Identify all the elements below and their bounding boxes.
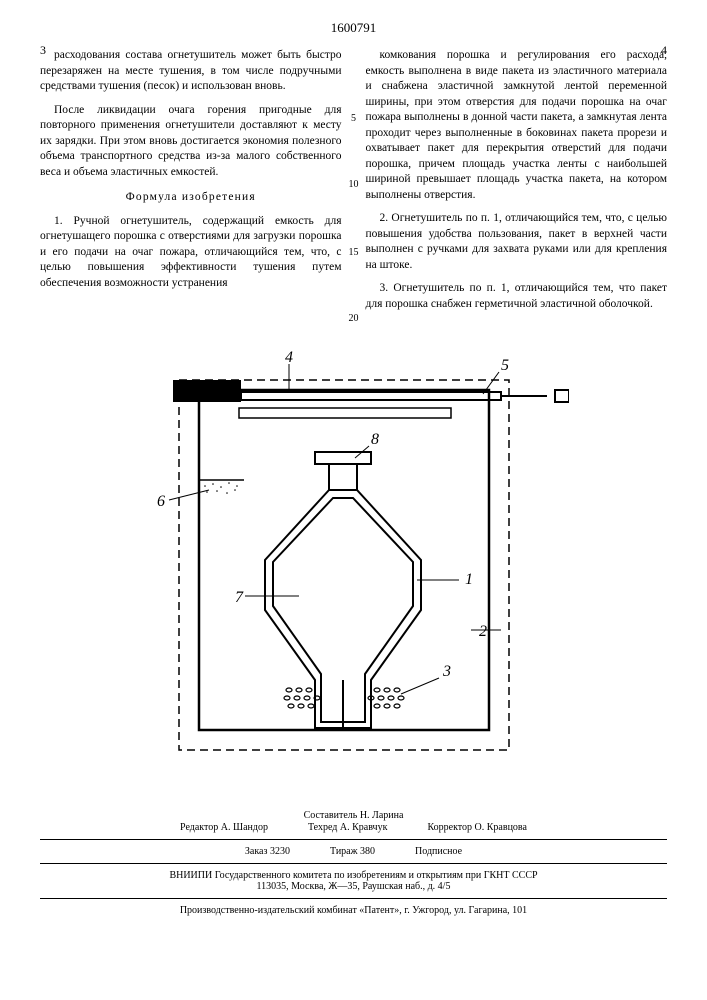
document-number: 1600791 (40, 20, 667, 36)
compiler: Составитель Н. Ларина (40, 810, 667, 821)
line-number: 5 (351, 114, 356, 124)
label-6: 6 (157, 493, 165, 510)
paragraph: После ликвидации очага горения пригодные… (40, 103, 342, 181)
page-number-left: 3 (40, 42, 46, 58)
label-2: 2 (479, 623, 487, 640)
left-column: расходования состава огнетушитель может … (40, 48, 342, 320)
patent-figure: 4 5 6 7 1 2 3 8 (139, 350, 569, 780)
text-columns: 3 4 5 10 15 20 расходования состава огне… (40, 48, 667, 320)
label-5: 5 (501, 357, 509, 374)
formula-heading: Формула изобретения (40, 190, 342, 206)
page-number-right: 4 (661, 42, 667, 58)
paragraph: 1. Ручной огнетушитель, содержащий емкос… (40, 214, 342, 292)
stipple (204, 482, 238, 494)
rod-end (555, 390, 569, 402)
imprint-line: ВНИИПИ Государственного комитета по изоб… (40, 870, 667, 881)
imprint-line: 113035, Москва, Ж—35, Раушская наб., д. … (40, 881, 667, 892)
line-number: 20 (349, 314, 359, 324)
lid-bar (241, 392, 501, 400)
label-7: 7 (235, 589, 244, 606)
label-4: 4 (285, 350, 293, 366)
imprint-line: Производственно-издательский комбинат «П… (40, 905, 667, 916)
techred: Техред А. Кравчук (308, 822, 388, 833)
line-number: 10 (349, 180, 359, 190)
label-3: 3 (442, 663, 451, 680)
right-column: комкования порошка и регулирования его р… (366, 48, 668, 320)
label-1: 1 (465, 571, 473, 588)
paragraph: 3. Огнетушитель по п. 1, отличающийся те… (366, 281, 668, 312)
bag (265, 452, 421, 728)
paragraph: расходования состава огнетушитель может … (40, 48, 342, 95)
holes-right (368, 688, 404, 708)
line-number: 15 (349, 248, 359, 258)
imprint-footer: Составитель Н. Ларина Редактор А. Шандор… (40, 810, 667, 916)
lid-hatch (173, 380, 241, 402)
editor: Редактор А. Шандор (180, 822, 268, 833)
label-8: 8 (371, 431, 379, 448)
paragraph: 2. Огнетушитель по п. 1, отличающийся те… (366, 211, 668, 273)
order: Заказ 3230 (245, 846, 290, 857)
tirazh: Тираж 380 (330, 846, 375, 857)
corrector: Корректор О. Кравцова (427, 822, 527, 833)
under-lid-bar (239, 408, 451, 418)
paragraph: комкования порошка и регулирования его р… (366, 48, 668, 203)
subscr: Подписное (415, 846, 462, 857)
